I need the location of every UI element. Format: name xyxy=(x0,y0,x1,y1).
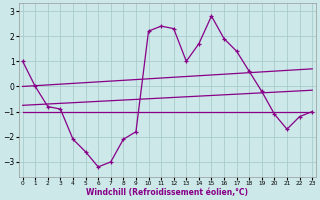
X-axis label: Windchill (Refroidissement éolien,°C): Windchill (Refroidissement éolien,°C) xyxy=(86,188,248,197)
